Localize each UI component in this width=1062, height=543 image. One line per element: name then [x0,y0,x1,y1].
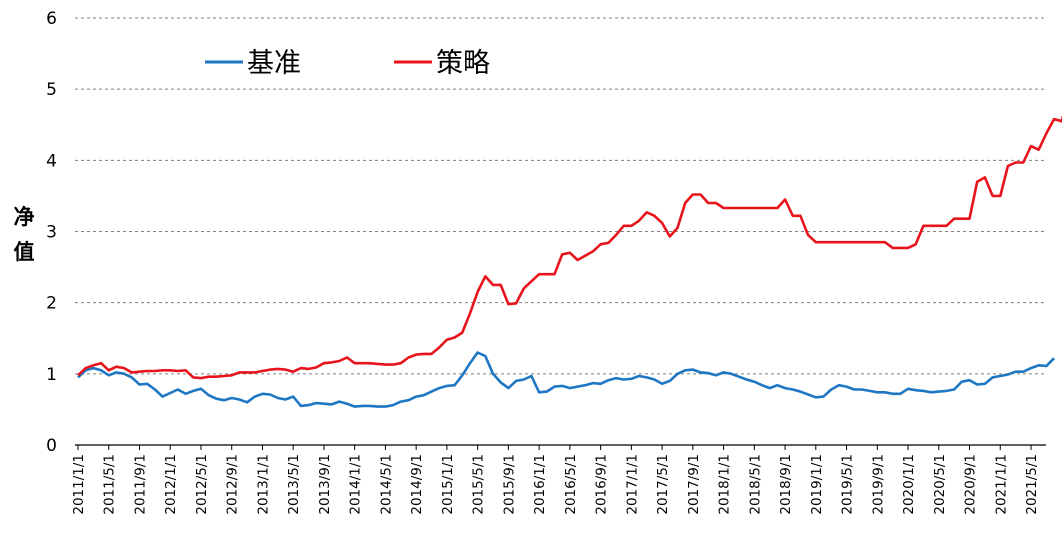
y-axis-ticks: 0 1 2 3 4 5 6 [46,9,57,456]
x-tick-label: 2017/1/1 [624,454,640,515]
x-tick-label: 2015/1/1 [440,454,456,515]
y-tick-label: 2 [46,294,57,314]
x-tick-label: 2021/1/1 [993,454,1009,515]
x-tick-label: 2011/5/1 [102,454,118,515]
x-tick-label: 2013/5/1 [286,454,302,515]
x-tick-label: 2015/9/1 [501,454,517,515]
x-tick-label: 2019/9/1 [870,454,886,515]
x-axis-ticks: 2011/1/1 2011/5/1 2011/9/1 2012/1/1 2012/5/1… [71,445,1040,515]
x-tick-label: 2014/1/1 [348,454,364,515]
x-tick-label: 2014/9/1 [409,454,425,515]
series-lines [77,115,1062,408]
x-tick-label: 2016/5/1 [563,454,579,515]
y-tick-label: 0 [46,436,57,456]
x-tick-label: 2013/1/1 [255,454,271,515]
x-tick-label: 2020/5/1 [932,454,948,515]
x-tick-label: 2012/5/1 [194,454,210,515]
x-tick-label: 2013/9/1 [317,454,333,515]
legend: 基准 策略 [205,48,490,79]
x-tick-label: 2015/5/1 [471,454,487,515]
x-tick-label: 2019/5/1 [840,454,856,515]
x-tick-label: 2018/9/1 [778,454,794,515]
y-tick-label: 1 [46,365,57,385]
series-line-strategy [77,115,1062,380]
x-tick-label: 2017/9/1 [686,454,702,515]
y-tick-label: 6 [46,9,57,29]
y-axis-label-char-1: 净 [14,205,35,229]
x-tick-label: 2021/5/1 [1024,454,1040,515]
x-tick-label: 2012/9/1 [225,454,241,515]
x-tick-label: 2020/1/1 [901,454,917,515]
series-line-benchmark [77,351,1056,408]
x-tick-label: 2018/5/1 [747,454,763,515]
y-axis-label-char-2: 值 [14,240,35,264]
x-tick-label: 2018/1/1 [717,454,733,515]
x-tick-label: 2016/9/1 [594,454,610,515]
gridlines [75,17,1046,375]
x-tick-label: 2011/9/1 [132,454,148,515]
legend-label-strategy: 策略 [436,48,490,79]
legend-label-benchmark: 基准 [247,48,301,79]
y-tick-label: 4 [46,151,57,171]
x-tick-label: 2016/1/1 [532,454,548,515]
x-tick-label: 2017/5/1 [655,454,671,515]
x-tick-label: 2019/1/1 [809,454,825,515]
y-tick-label: 5 [46,80,57,100]
x-tick-label: 2014/5/1 [378,454,394,515]
y-tick-label: 3 [46,223,57,243]
x-tick-label: 2020/9/1 [963,454,979,515]
x-tick-label: 2011/1/1 [71,454,87,515]
x-tick-label: 2012/1/1 [163,454,179,515]
